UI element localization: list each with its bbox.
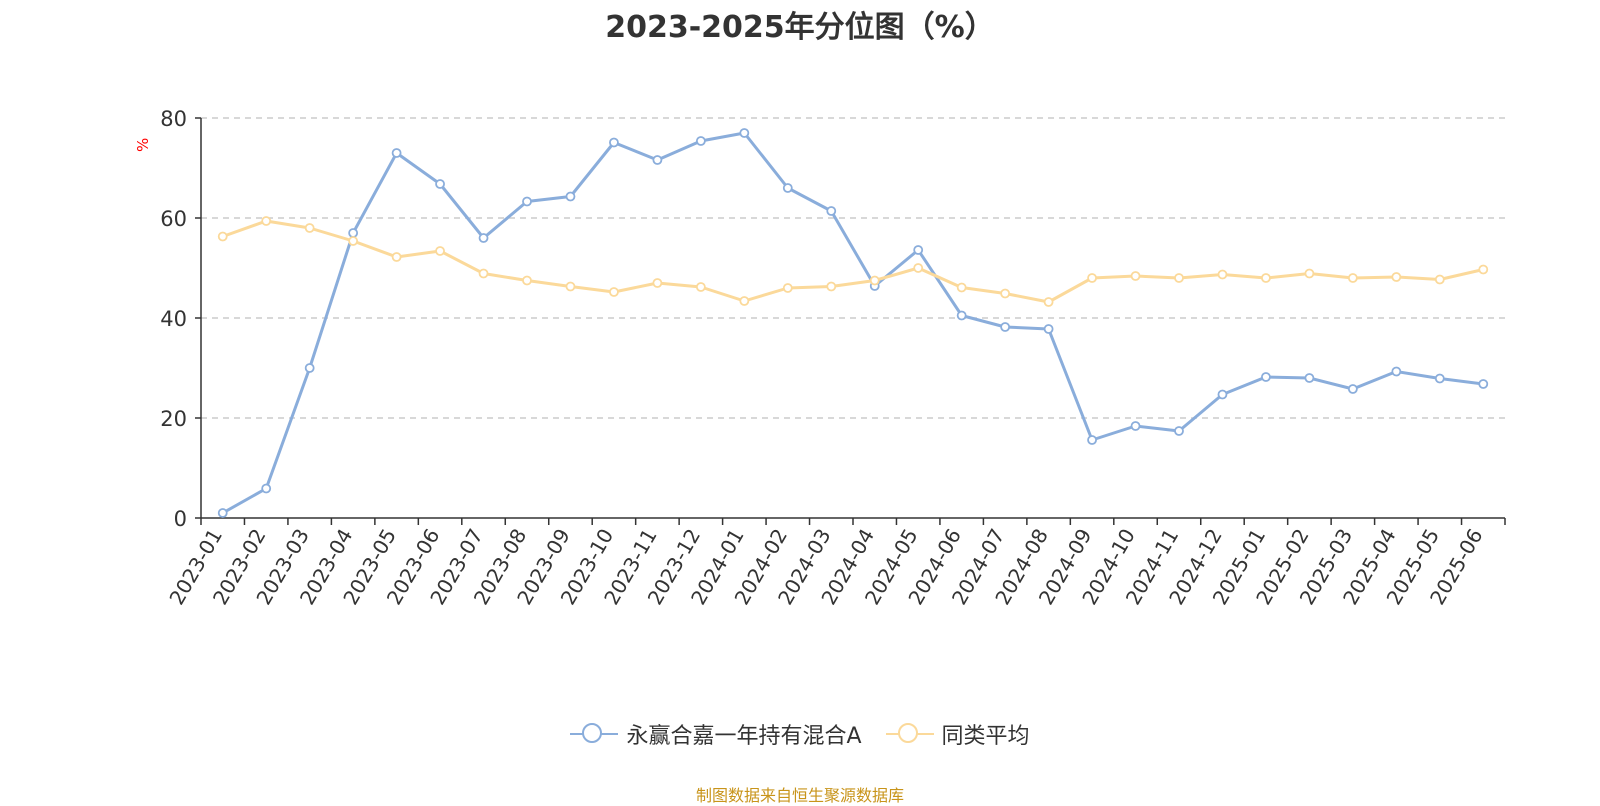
data-point-0 — [391, 148, 402, 158]
data-point-1 — [826, 281, 837, 292]
legend: 永赢合嘉一年持有混合A 同类平均 — [0, 718, 1600, 750]
data-point-0 — [435, 179, 445, 189]
data-source-note: 制图数据来自恒生聚源数据库 — [695, 786, 904, 805]
chart-title: 2023-2025年分位图（%） — [605, 10, 995, 45]
y-axis-label: % — [134, 137, 152, 152]
data-point-0 — [1174, 426, 1184, 436]
data-point-1 — [391, 252, 402, 262]
data-point-1 — [782, 283, 793, 293]
data-point-0 — [1000, 322, 1011, 332]
data-point-0 — [1087, 435, 1097, 445]
data-point-1 — [1391, 272, 1402, 282]
data-point-0 — [782, 183, 793, 193]
data-point-0 — [261, 483, 272, 494]
data-point-1 — [261, 216, 272, 226]
data-point-1 — [695, 282, 706, 292]
data-point-0 — [826, 206, 837, 216]
data-point-1 — [304, 223, 315, 233]
data-point-1 — [565, 281, 576, 292]
data-point-0 — [1347, 384, 1358, 394]
data-point-0 — [348, 228, 359, 238]
y-tick-label: 20 — [160, 407, 187, 431]
data-point-0 — [1130, 421, 1141, 431]
data-point-1 — [1043, 297, 1054, 307]
legend-item-average[interactable]: 同类平均 — [885, 718, 1030, 750]
data-point-1 — [1174, 273, 1184, 283]
data-point-0 — [695, 136, 706, 146]
data-point-0 — [609, 137, 619, 148]
legend-label-average: 同类平均 — [941, 724, 1030, 749]
data-point-1 — [1000, 288, 1011, 299]
data-point-1 — [609, 287, 619, 297]
y-tick-label: 0 — [174, 507, 187, 531]
data-point-1 — [739, 296, 750, 306]
data-point-0 — [478, 233, 489, 243]
series-line-1 — [222, 219, 1484, 304]
data-point-0 — [1043, 324, 1054, 334]
data-point-1 — [478, 268, 489, 279]
legend-swatch-average — [885, 722, 934, 746]
y-tick-label: 80 — [160, 107, 187, 131]
data-point-1 — [913, 263, 924, 273]
data-point-0 — [913, 245, 924, 255]
data-point-0 — [1478, 379, 1489, 389]
data-point-1 — [217, 231, 228, 242]
data-point-0 — [1391, 366, 1402, 377]
series-line-0 — [221, 131, 1484, 515]
data-point-1 — [1304, 268, 1315, 279]
data-point-1 — [1217, 269, 1228, 280]
data-point-1 — [1130, 271, 1141, 281]
data-point-1 — [1478, 264, 1489, 275]
data-point-1 — [522, 275, 532, 286]
data-point-0 — [565, 191, 576, 202]
y-tick-label: 40 — [160, 307, 187, 331]
data-point-0 — [1217, 389, 1228, 400]
data-point-0 — [1434, 373, 1445, 384]
data-point-1 — [1434, 274, 1445, 285]
data-point-0 — [652, 155, 663, 165]
data-point-1 — [652, 278, 663, 288]
legend-item-fund[interactable]: 永赢合嘉一年持有混合A — [570, 718, 862, 750]
legend-swatch-fund — [570, 722, 619, 746]
data-point-0 — [217, 508, 228, 518]
y-tick-label: 60 — [160, 207, 187, 231]
data-point-0 — [1261, 372, 1271, 382]
data-point-0 — [522, 196, 532, 207]
data-point-0 — [739, 128, 750, 138]
data-point-1 — [956, 282, 967, 293]
data-point-1 — [869, 275, 880, 286]
data-point-0 — [1304, 373, 1315, 383]
legend-label-fund: 永赢合嘉一年持有混合A — [626, 724, 862, 749]
data-point-0 — [304, 363, 315, 373]
data-point-1 — [1347, 273, 1358, 283]
data-point-0 — [956, 310, 967, 321]
data-point-1 — [1261, 273, 1271, 283]
data-point-1 — [435, 246, 445, 256]
data-point-1 — [1087, 273, 1097, 283]
data-point-1 — [348, 236, 359, 246]
